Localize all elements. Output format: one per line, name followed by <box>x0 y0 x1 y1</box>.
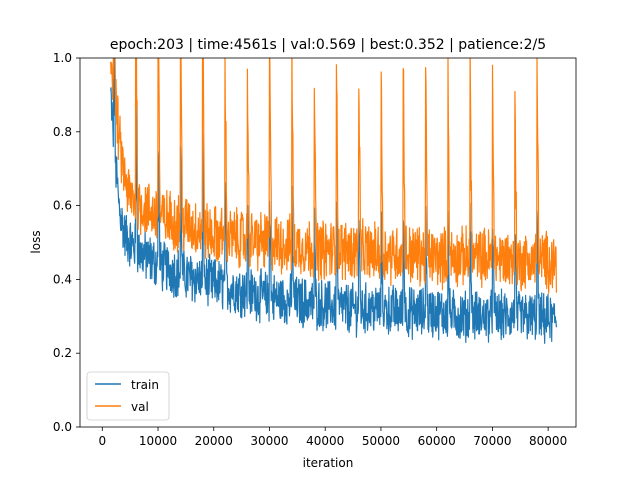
y-tick-label: 1.0 <box>53 51 72 65</box>
x-tick-label: 20000 <box>195 434 233 448</box>
x-tick-label: 30000 <box>250 434 288 448</box>
y-tick-label: 0.8 <box>53 125 72 139</box>
series-line-val <box>110 58 558 294</box>
legend-val-label: val <box>131 400 149 414</box>
series-layer <box>110 58 558 344</box>
y-tick-label: 0.6 <box>53 199 72 213</box>
x-axis: 0 10000 20000 30000 40000 50000 60000 70000 8000… <box>98 427 567 448</box>
x-tick-label: 10000 <box>139 434 177 448</box>
series-line-train <box>110 58 557 344</box>
x-axis-label: iteration <box>303 456 354 470</box>
y-tick-label: 0.2 <box>53 346 72 360</box>
y-tick-label: 0.0 <box>53 420 72 434</box>
plot-frame <box>79 57 577 428</box>
chart-title: epoch:203 | time:4561s | val:0.569 | bes… <box>110 37 546 53</box>
x-tick-label: 70000 <box>473 434 511 448</box>
legend-train-label: train <box>131 378 159 392</box>
y-axis-label: loss <box>29 230 43 253</box>
x-tick-label: 50000 <box>362 434 400 448</box>
y-tick-label: 0.4 <box>53 272 72 286</box>
legend: train val <box>86 371 170 421</box>
x-tick-label: 40000 <box>306 434 344 448</box>
x-tick-label: 0 <box>98 434 106 448</box>
x-tick-label: 60000 <box>418 434 456 448</box>
x-tick-label: 80000 <box>529 434 567 448</box>
y-axis: 0.0 0.2 0.4 0.6 0.8 1.0 <box>53 51 80 434</box>
